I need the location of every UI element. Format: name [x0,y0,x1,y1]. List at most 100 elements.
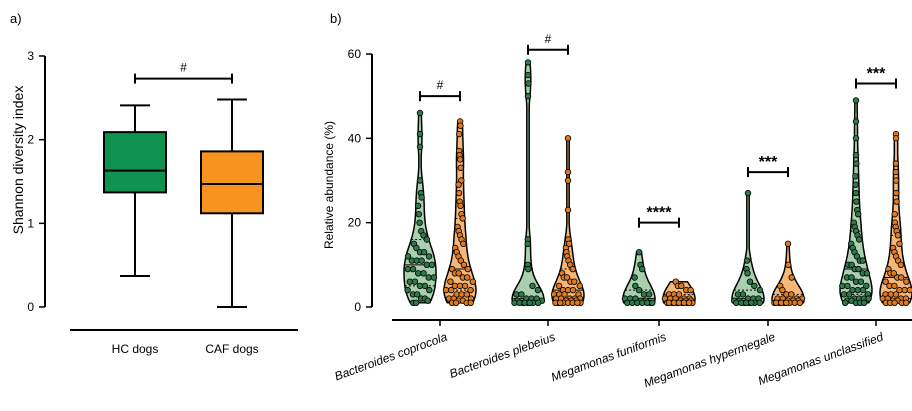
data-point-hc [409,265,417,273]
data-point-hc [424,297,431,304]
data-point-hc [416,130,424,138]
data-point-hc [635,248,643,256]
data-point-caf [569,286,577,294]
data-point-hc [632,282,639,290]
data-point-caf [796,299,804,306]
data-point-hc [852,151,860,159]
data-point-caf [564,168,572,176]
data-point-hc [635,286,643,294]
data-point-hc [853,198,860,205]
data-point-caf [903,278,910,285]
data-point-caf [896,240,903,247]
panel-b-y-tick-label: 40 [348,131,362,145]
data-point-caf [463,291,470,298]
panel-b-y-axis-title: Relative abundance (%) [322,121,336,249]
data-point-hc [853,160,860,167]
data-point-hc [415,210,422,218]
data-point-caf [785,261,792,268]
data-point-hc [416,143,424,150]
data-point-caf [897,261,905,268]
data-point-hc [751,282,758,290]
data-point-hc [855,210,862,218]
data-point-hc [865,295,872,302]
data-point-hc [524,92,532,100]
data-point-caf [457,156,464,163]
data-point-caf [557,299,564,306]
data-point-hc [414,291,421,298]
data-point-hc [416,219,423,226]
data-point-hc [846,291,853,298]
data-point-caf [779,286,786,294]
data-point-hc [863,282,870,290]
data-point-caf [555,282,563,290]
data-point-caf [675,291,683,298]
data-point-caf [893,198,900,205]
panel-a-y-tick-label: 3 [27,49,34,63]
data-point-hc [529,282,536,290]
data-point-hc [524,71,532,79]
panel-b-x-tick-label: Megamonas unclassified [756,330,885,388]
data-point-caf [685,299,693,306]
data-point-caf [576,282,583,290]
data-point-hc [744,270,751,277]
panel-b-y-tick-label: 0 [354,300,361,314]
data-point-caf [898,274,905,281]
data-point-hc [525,80,532,87]
significance-label: # [545,32,552,46]
data-point-caf [442,286,450,294]
significance-label: **** [647,205,673,222]
data-point-hc [425,274,432,281]
panel-b-y-tick-label: 60 [348,47,362,61]
data-point-hc [418,257,425,264]
panel-a-x-tick-label: CAF dogs [205,342,258,356]
panel-a-y-tick-label: 2 [27,133,34,147]
data-point-hc [854,286,861,294]
data-point-hc [404,253,412,260]
data-point-caf [457,122,464,129]
data-point-hc [859,286,867,294]
data-point-caf [906,286,912,294]
data-point-hc [413,244,420,252]
significance-label: # [180,61,187,75]
data-point-caf [563,274,571,281]
data-point-caf [447,278,454,285]
data-point-hc [739,291,747,298]
data-point-hc [416,177,424,184]
data-point-caf [467,299,474,306]
data-point-hc [844,282,851,290]
data-point-caf [461,282,469,290]
significance-label: *** [867,66,886,83]
data-point-caf [452,299,460,306]
data-point-hc [756,299,763,306]
data-point-hc [414,202,422,209]
data-point-caf [464,265,471,273]
data-point-caf [459,215,466,222]
data-point-hc [853,253,861,260]
data-point-hc [404,265,411,273]
data-point-caf [678,282,685,290]
data-point-caf [448,286,455,294]
data-point-hc [416,109,424,117]
data-point-hc [756,286,764,294]
data-point-hc [744,189,752,197]
panel-b-label: b) [330,11,342,26]
box-caf [200,150,264,215]
data-point-caf [457,202,464,209]
data-point-hc [645,291,653,298]
data-point-caf [890,270,897,277]
data-point-hc [649,299,656,306]
data-point-hc [524,59,532,66]
data-point-hc [840,291,848,298]
data-point-hc [746,278,754,285]
box-hc [103,131,167,194]
data-point-caf [901,286,908,294]
data-point-caf [892,160,900,167]
data-point-hc [860,299,868,306]
data-point-caf [457,257,464,264]
data-point-caf [687,286,694,294]
data-point-hc [525,265,532,273]
data-point-hc [411,278,419,285]
data-point-hc [743,257,751,264]
